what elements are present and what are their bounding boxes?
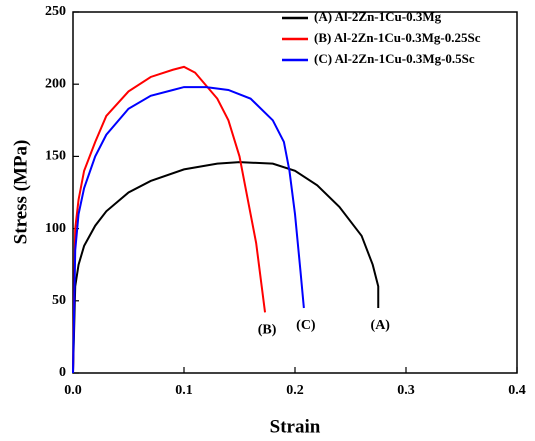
end-label: (C) bbox=[296, 318, 316, 333]
legend-label: (B) Al-2Zn-1Cu-0.3Mg-0.25Sc bbox=[314, 30, 481, 45]
y-tick-label: 150 bbox=[45, 149, 66, 164]
x-tick-label: 0.1 bbox=[175, 383, 193, 398]
y-tick-label: 200 bbox=[45, 76, 66, 91]
x-tick-label: 0.2 bbox=[286, 383, 304, 398]
x-axis-title: Strain bbox=[270, 416, 321, 437]
x-tick-label: 0.4 bbox=[508, 383, 526, 398]
series-line bbox=[72, 161, 380, 374]
x-tick-label: 0.0 bbox=[64, 383, 82, 398]
y-axis-title: Stress (MPa) bbox=[10, 140, 31, 245]
series-line bbox=[72, 86, 305, 374]
legend-label: (C) Al-2Zn-1Cu-0.3Mg-0.5Sc bbox=[314, 51, 475, 66]
series-line bbox=[72, 65, 267, 374]
legend-label: (A) Al-2Zn-1Cu-0.3Mg bbox=[314, 9, 442, 24]
end-label: (B) bbox=[258, 323, 277, 338]
y-tick-label: 100 bbox=[45, 221, 66, 236]
y-tick-label: 250 bbox=[45, 4, 66, 19]
y-tick-label: 0 bbox=[59, 365, 66, 380]
y-tick-label: 50 bbox=[52, 293, 66, 308]
end-label: (A) bbox=[371, 318, 391, 333]
x-tick-label: 0.3 bbox=[397, 383, 415, 398]
plot-frame bbox=[72, 11, 518, 374]
